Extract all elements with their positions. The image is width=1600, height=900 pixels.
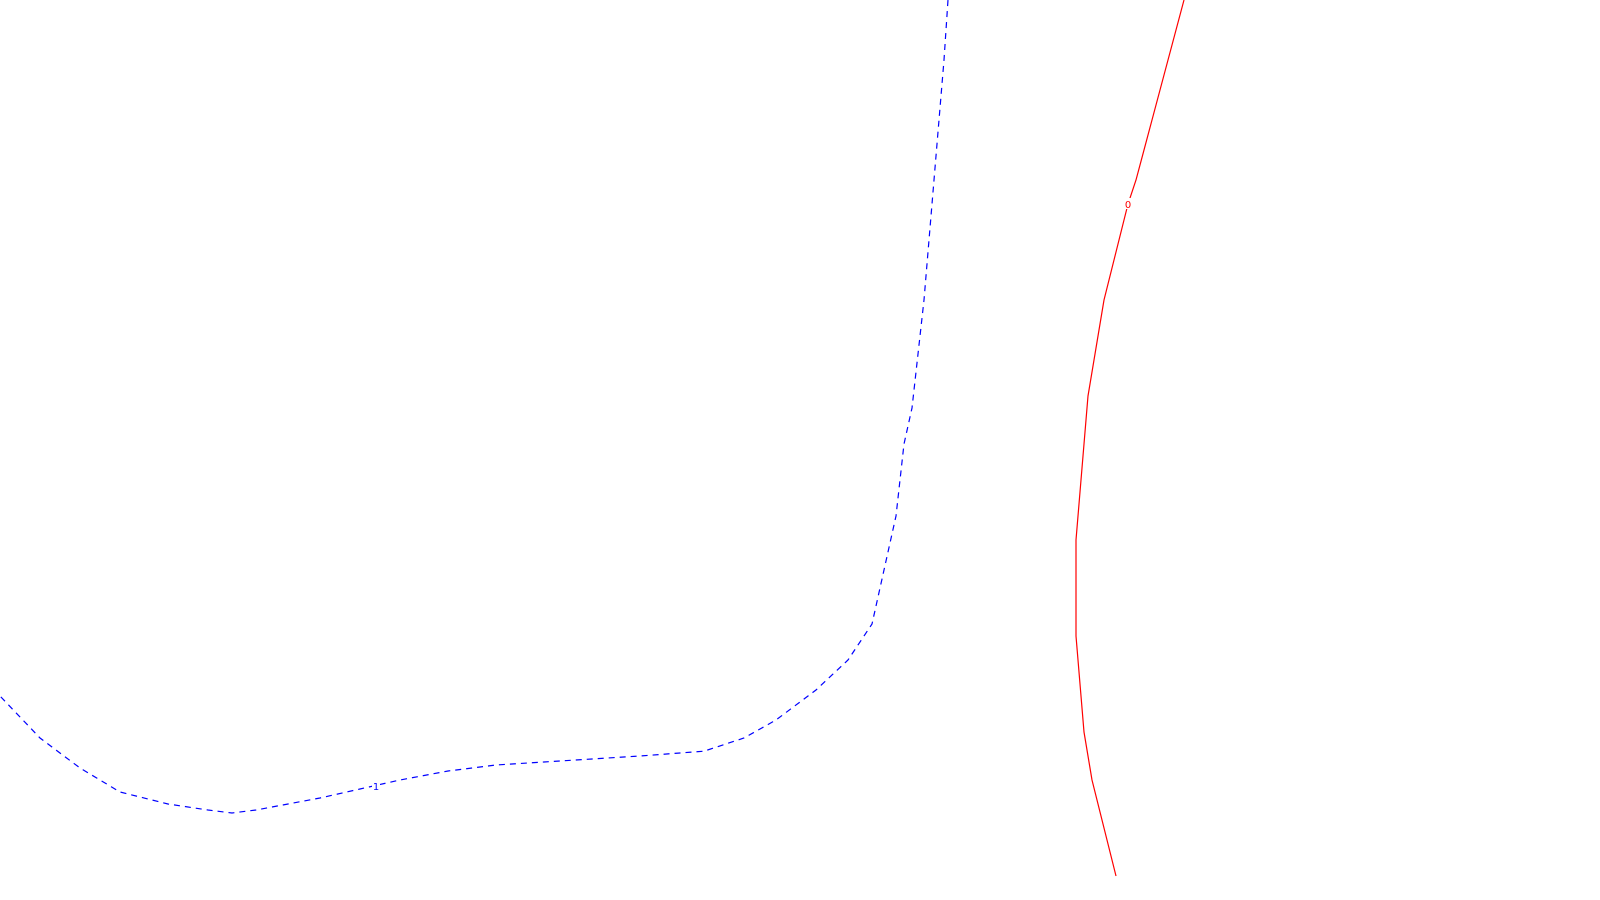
contour-label-background-1 xyxy=(372,780,380,791)
contour-label-1: 1 xyxy=(373,782,379,793)
contour-label-0: 0 xyxy=(1125,200,1131,211)
label-layer: 10 xyxy=(372,198,1132,793)
contour-label-background-0 xyxy=(1124,198,1132,209)
contour-line-1 xyxy=(0,0,949,814)
contour-line-0 xyxy=(1075,0,1185,877)
series-layer xyxy=(0,0,1185,877)
